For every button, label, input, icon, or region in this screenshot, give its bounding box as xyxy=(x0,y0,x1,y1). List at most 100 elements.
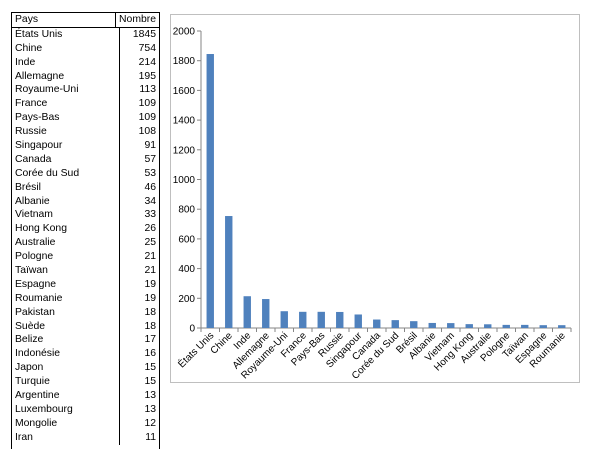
table-row: Inde 214 xyxy=(12,55,159,70)
y-tick-label: 200 xyxy=(178,294,195,305)
count-cell: 46 xyxy=(144,181,156,193)
bar xyxy=(280,311,288,328)
table-row: Russie 108 xyxy=(12,125,159,140)
country-cell: États Unis xyxy=(12,27,120,42)
y-tick-label: 800 xyxy=(178,205,195,216)
country-cell: Suède xyxy=(12,319,120,334)
count-cell: 108 xyxy=(138,126,156,138)
country-cell: Taïwan xyxy=(12,264,120,278)
country-cell: Pays-Bas xyxy=(12,111,120,126)
country-cell: Pologne xyxy=(12,250,120,265)
table-row: Corée du Sud 53 xyxy=(12,166,159,181)
country-cell: Mongolie xyxy=(12,416,120,431)
y-tick-label: 400 xyxy=(178,264,195,275)
country-cell: Turquie xyxy=(12,375,120,390)
bar xyxy=(317,311,325,328)
count-cell: 195 xyxy=(138,70,156,82)
bar xyxy=(336,311,344,328)
country-cell: Belize xyxy=(12,333,120,348)
count-cell: 21 xyxy=(144,251,156,263)
table-row: Indonésie 16 xyxy=(12,347,159,362)
count-cell: 113 xyxy=(139,84,156,96)
country-cell: Albanie xyxy=(12,194,120,209)
bar xyxy=(206,54,214,329)
country-cell: Corée du Sud xyxy=(12,166,120,181)
bar xyxy=(428,322,436,328)
country-cell: Canada xyxy=(12,152,120,167)
table-row: Canada 57 xyxy=(12,152,159,167)
table-row: Albanie 34 xyxy=(12,194,159,209)
table-row: Luxembourg 13 xyxy=(12,402,159,417)
table-row: Singapour 91 xyxy=(12,139,159,153)
count-cell: 34 xyxy=(144,195,156,207)
country-cell: Argentine xyxy=(12,389,120,403)
table-row: Australie 25 xyxy=(12,236,159,251)
table-row: Argentine 13 xyxy=(12,389,159,403)
country-cell: Espagne xyxy=(12,277,120,292)
count-cell: 19 xyxy=(144,278,156,290)
count-cell: 15 xyxy=(144,362,156,374)
count-cell: 26 xyxy=(144,223,156,235)
count-cell: 25 xyxy=(144,237,156,249)
table-row: Allemagne 195 xyxy=(12,69,159,84)
table-row: Turquie 15 xyxy=(12,375,159,390)
count-cell: 17 xyxy=(144,334,156,346)
bar xyxy=(484,324,492,328)
table-row: Hong Kong 26 xyxy=(12,222,159,237)
count-cell: 109 xyxy=(138,112,156,124)
bar xyxy=(410,321,418,328)
country-cell: Vietnam xyxy=(12,208,120,223)
country-cell: Inde xyxy=(12,55,120,70)
table-row: États Unis 1845 xyxy=(12,27,159,42)
chart-area: 0 200 400 600 800 1000 1200 1400 1600 1800 2000 Éta… xyxy=(170,14,580,383)
table-row: Pakistan 18 xyxy=(12,305,159,320)
y-tick-label: 0 xyxy=(189,324,195,335)
table-row: Mongolie 12 xyxy=(12,416,159,431)
y-tick-label: 1400 xyxy=(173,116,196,127)
country-cell: Japon xyxy=(12,361,120,376)
table-row: Iran 11 xyxy=(12,430,159,445)
country-cell: France xyxy=(12,97,120,112)
country-cell: Iran xyxy=(12,430,120,445)
table-row: Suède 18 xyxy=(12,319,159,334)
table-row: Taïwan 21 xyxy=(12,264,159,278)
count-cell: 19 xyxy=(144,292,156,304)
country-cell: Australie xyxy=(12,236,120,251)
country-cell: Indonésie xyxy=(12,347,120,362)
country-cell: Singapour xyxy=(12,139,120,153)
table-row: France 109 xyxy=(12,97,159,112)
count-cell: 16 xyxy=(144,348,156,360)
count-cell: 1845 xyxy=(132,28,156,40)
country-cell: Russie xyxy=(12,125,120,140)
count-cell: 754 xyxy=(138,42,156,54)
table-row: Belize 17 xyxy=(12,333,159,348)
table-row: Vietnam 33 xyxy=(12,208,159,223)
country-cell: Royaume-Uni xyxy=(12,83,120,98)
y-tick-label: 1800 xyxy=(173,56,196,67)
count-cell: 21 xyxy=(144,265,156,277)
bar xyxy=(558,325,566,328)
bar xyxy=(354,314,362,328)
table-row: Roumanie 19 xyxy=(12,291,159,306)
bar xyxy=(299,311,307,328)
table-row: Chine 754 xyxy=(12,41,159,56)
bar xyxy=(373,319,381,328)
y-tick-label: 1600 xyxy=(173,86,196,97)
table-row: Pays-Bas 109 xyxy=(12,111,159,126)
table-row: Japon 15 xyxy=(12,361,159,376)
header-count: Nombre xyxy=(119,14,156,25)
count-cell: 91 xyxy=(144,140,156,152)
bar xyxy=(225,216,233,328)
count-cell: 57 xyxy=(144,153,156,165)
bar xyxy=(391,320,399,328)
y-tick-label: 600 xyxy=(178,234,195,245)
bar xyxy=(465,324,473,328)
y-tick-label: 2000 xyxy=(173,27,196,38)
count-cell: 11 xyxy=(145,431,156,443)
count-cell: 12 xyxy=(144,417,156,429)
count-cell: 53 xyxy=(144,167,156,179)
country-cell: Chine xyxy=(12,41,120,56)
bar xyxy=(502,324,510,328)
table-row: Royaume-Uni 113 xyxy=(12,83,159,98)
count-cell: 18 xyxy=(144,306,156,318)
